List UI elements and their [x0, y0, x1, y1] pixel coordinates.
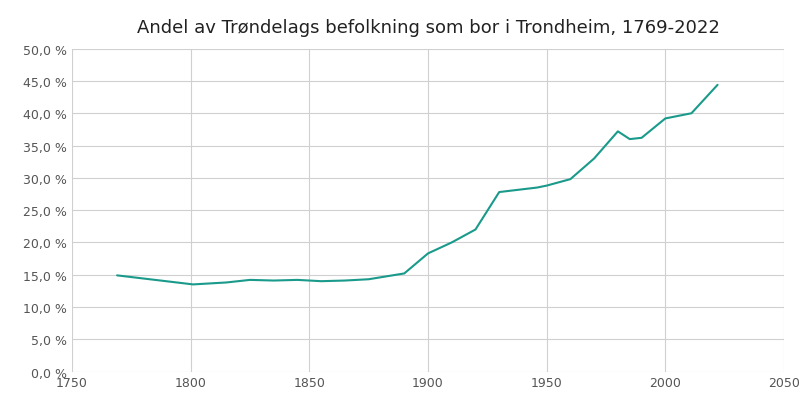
Title: Andel av Trøndelags befolkning som bor i Trondheim, 1769-2022: Andel av Trøndelags befolkning som bor i… [137, 19, 719, 37]
